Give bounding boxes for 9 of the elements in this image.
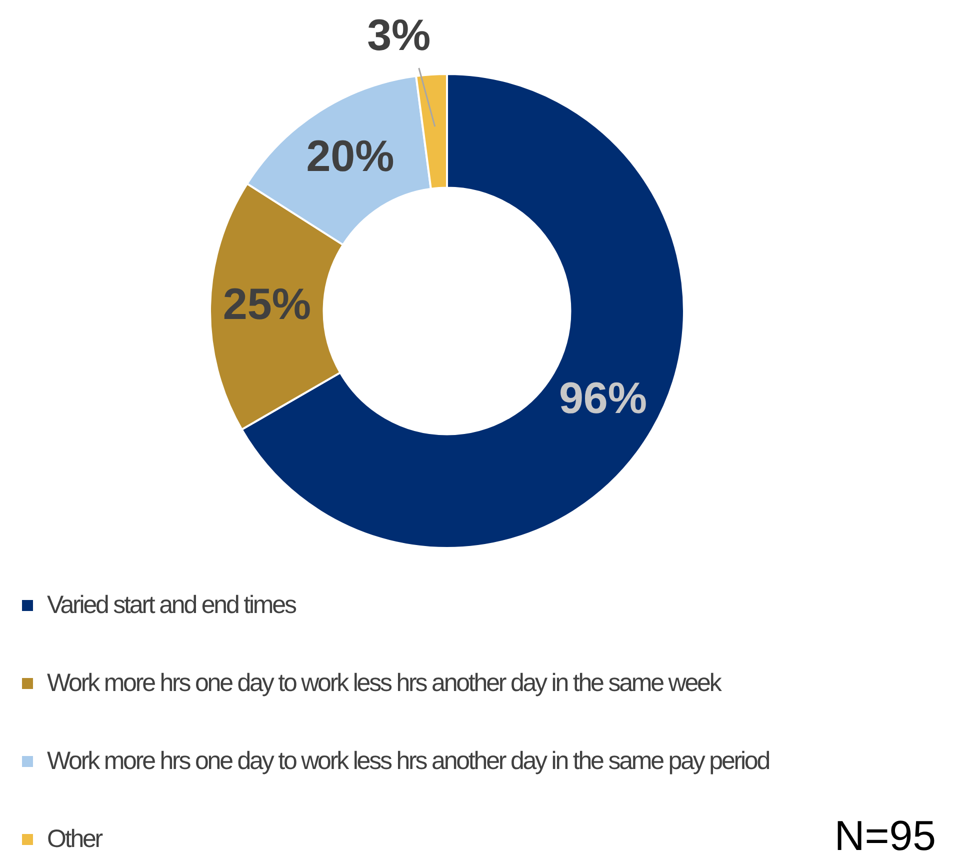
data-label: 20% [306,132,394,182]
legend-label: Other [47,824,102,854]
data-label: 96% [558,374,648,424]
legend-label: Work more hrs one day to work less hrs another day in the same week [47,668,720,698]
data-label: 3% [367,11,431,60]
legend-label: Work more hrs one day to work less hrs another day in the same pay period [47,746,770,776]
legend-label: Varied start and end times [47,590,296,620]
text: N=95 [834,812,936,860]
data-label: 25% [222,280,311,330]
